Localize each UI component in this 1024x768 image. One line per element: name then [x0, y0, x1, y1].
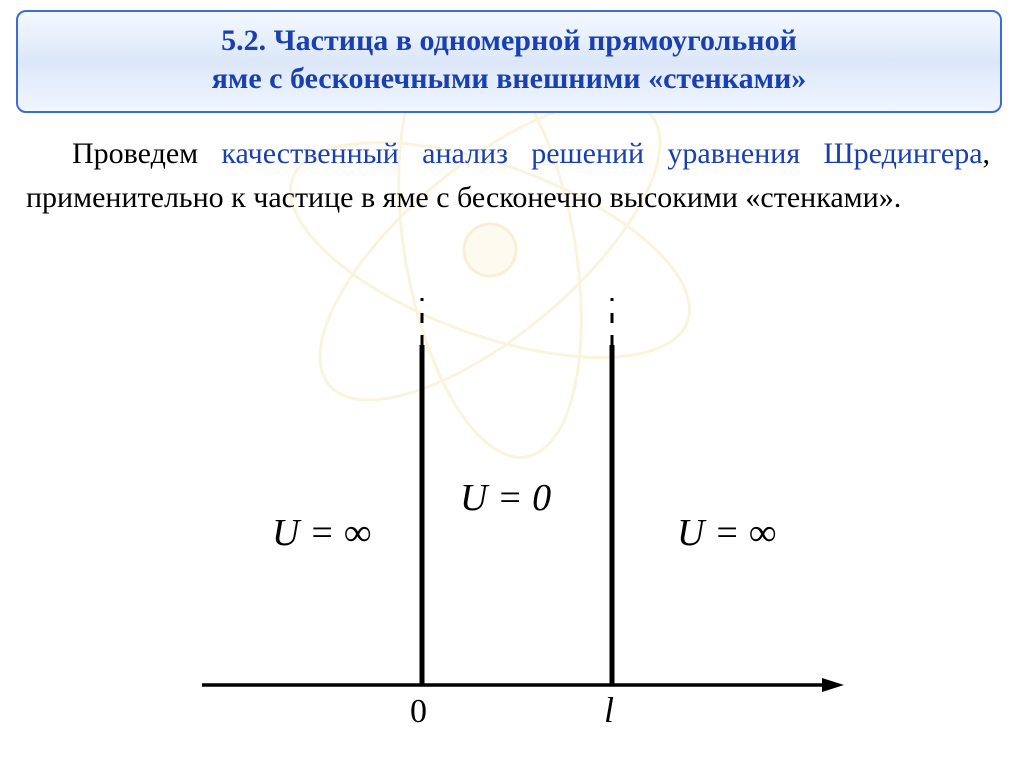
label-ell: l — [604, 690, 614, 730]
label-u-right: U = ∞ — [677, 512, 776, 554]
label-u-left: U = ∞ — [272, 512, 371, 554]
para-lead: Проведем — [72, 137, 221, 170]
header-line1: 5.2. Частица в одномерной прямоугольной — [42, 22, 976, 60]
section-header: 5.2. Частица в одномерной прямоугольной … — [16, 10, 1002, 113]
diagram-container: U = ∞ U = 0 U = ∞ 0 l — [0, 290, 1024, 768]
label-u-center: U = 0 — [460, 477, 551, 519]
header-line2: яме с бесконечными внешними «стенками» — [42, 60, 976, 98]
potential-well-diagram: U = ∞ U = 0 U = ∞ 0 l — [172, 290, 852, 740]
label-zero: 0 — [410, 693, 427, 730]
x-axis-arrow — [822, 678, 844, 692]
body-paragraph: Проведем качественный анализ решений ура… — [26, 132, 990, 219]
para-highlight: качественный анализ решений уравнения Шр… — [221, 137, 982, 170]
